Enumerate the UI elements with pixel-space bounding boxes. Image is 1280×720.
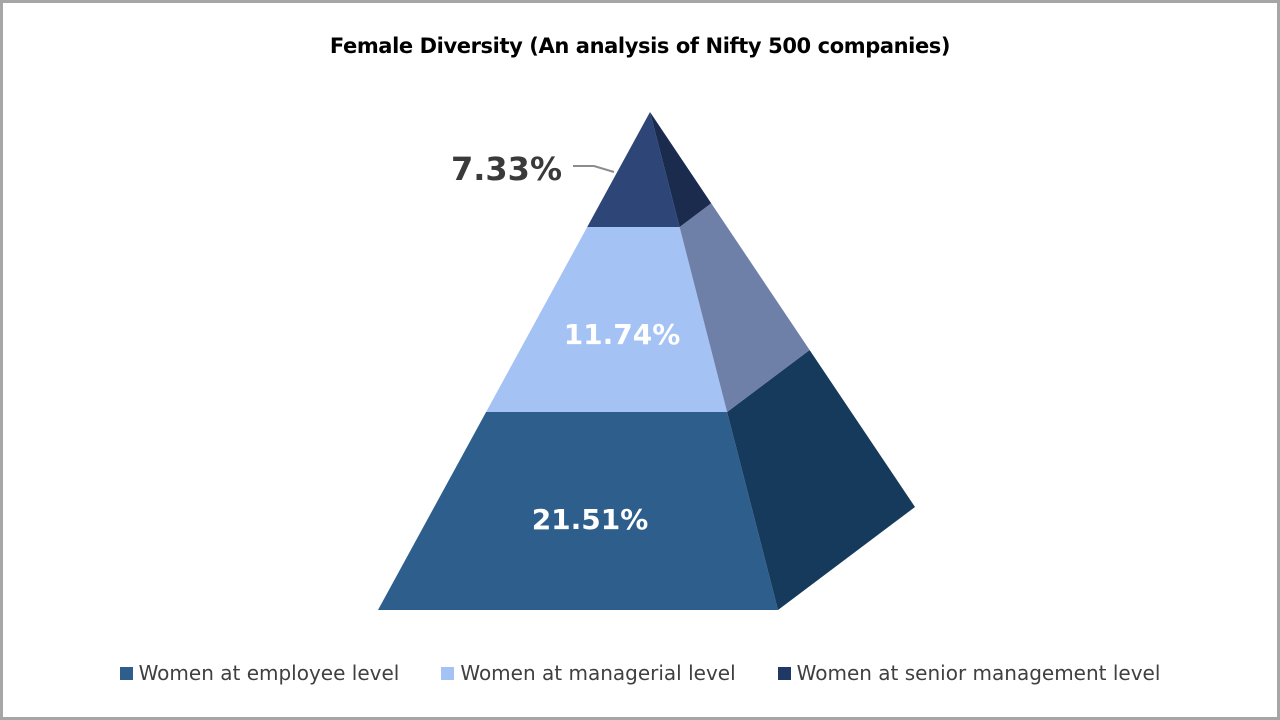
- legend-label-employee: Women at employee level: [138, 661, 400, 685]
- legend-item-managerial: Women at managerial level: [441, 661, 736, 685]
- legend-swatch-employee: [119, 666, 133, 680]
- legend-swatch-managerial: [441, 666, 455, 680]
- data-label-senior: 7.33%: [451, 150, 562, 188]
- legend-item-employee: Women at employee level: [119, 661, 400, 685]
- senior-label-leader-line: [573, 165, 615, 173]
- pyramid-band-senior-front: [587, 112, 680, 227]
- legend-label-senior: Women at senior management level: [796, 661, 1161, 685]
- data-label-employee: 21.51%: [532, 503, 649, 536]
- data-label-managerial: 11.74%: [564, 318, 681, 351]
- legend-item-senior: Women at senior management level: [777, 661, 1161, 685]
- pyramid-band-managerial-side: [679, 203, 810, 412]
- chart-title: Female Diversity (An analysis of Nifty 5…: [329, 34, 951, 58]
- legend-label-managerial: Women at managerial level: [460, 661, 736, 685]
- chart-legend: Women at employee level Women at manager…: [0, 661, 1280, 685]
- pyramid-band-senior-side: [650, 112, 712, 227]
- pyramid-band-employee-side: [727, 350, 915, 610]
- legend-swatch-senior: [777, 666, 791, 680]
- pyramid-band-employee-front: [378, 412, 778, 610]
- pyramid-band-managerial-front: [486, 227, 728, 412]
